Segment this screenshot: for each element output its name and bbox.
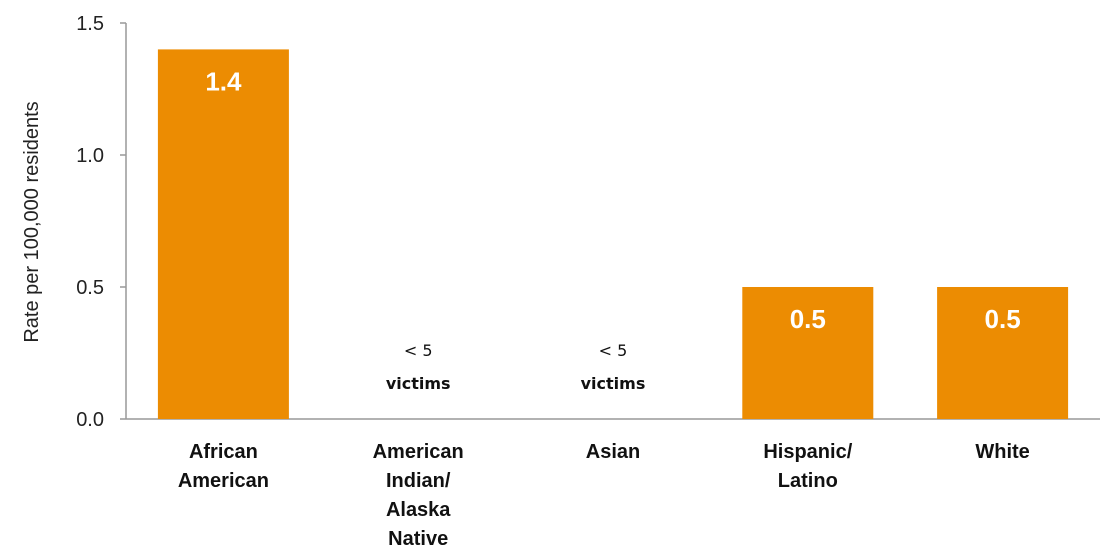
bar-value-label: 0.5 [985, 304, 1021, 334]
category-label: American [178, 470, 269, 492]
category-label: Asian [586, 441, 640, 463]
category-label: Alaska [386, 499, 451, 521]
bars-group: 1.4 < 5 victims < 5 victims 0.5 0.5 [157, 49, 1069, 420]
bar [937, 287, 1069, 419]
y-axis-ticks: 0.0 0.5 1.0 1.5 [76, 13, 126, 431]
category-labels: African American American Indian/Alaska Nati… [178, 441, 1030, 550]
category-label: Indian/ [386, 470, 451, 492]
y-axis-label: Rate per 100,000 residents [21, 101, 43, 342]
bar-value-label: 1.4 [205, 66, 242, 96]
y-tick-label: 0.0 [76, 409, 104, 431]
category-label: Latino [778, 470, 838, 492]
suppressed-note: < 5 [599, 341, 628, 360]
bar-value-label: 0.5 [790, 304, 826, 334]
bar [742, 287, 874, 419]
y-tick-label: 1.0 [76, 145, 104, 167]
y-tick-label: 1.5 [76, 13, 104, 35]
suppressed-note: victims [581, 374, 646, 393]
category-label: Hispanic/ [763, 441, 852, 463]
category-label: American [373, 441, 464, 463]
category-label: African [189, 441, 258, 463]
bar [157, 49, 289, 420]
suppressed-note: victims [386, 374, 451, 393]
suppressed-note: < 5 [404, 341, 433, 360]
category-label: White [975, 441, 1029, 463]
category-label: Native [388, 528, 448, 550]
y-tick-label: 0.5 [76, 277, 104, 299]
